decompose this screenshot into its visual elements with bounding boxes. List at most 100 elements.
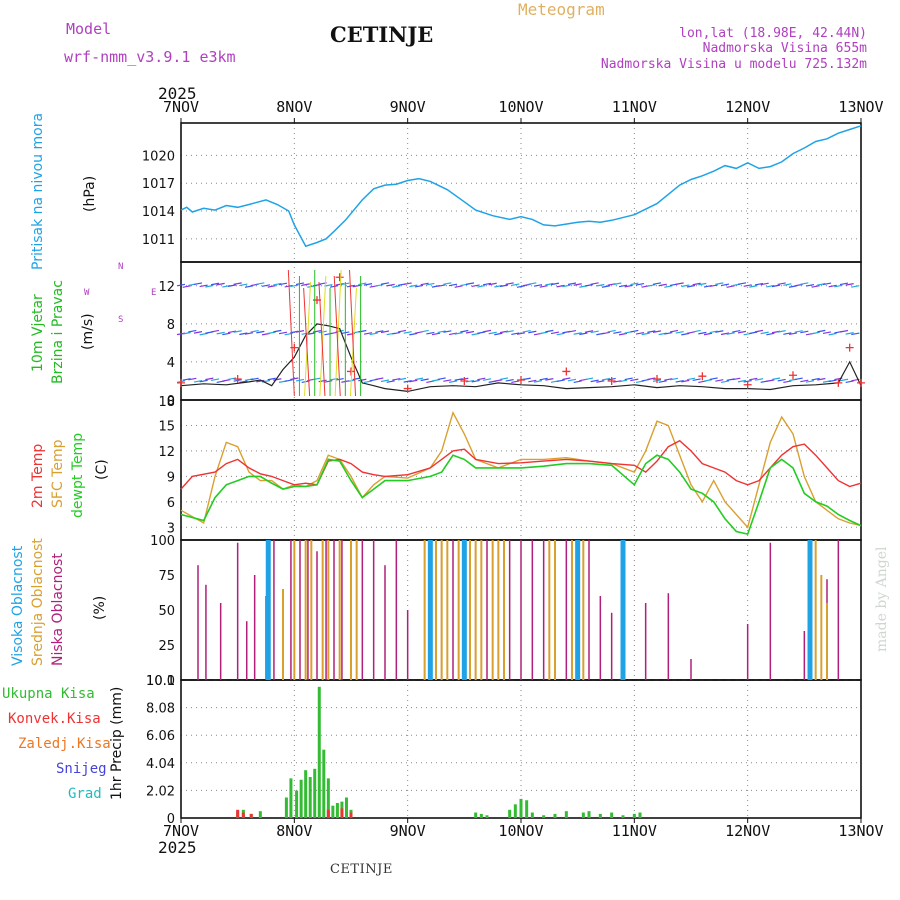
wind-arrow bbox=[471, 379, 480, 383]
wind-arrow bbox=[375, 330, 384, 333]
wind-arrow bbox=[618, 332, 628, 336]
wind-gust-marker bbox=[857, 378, 865, 387]
wind-arrow bbox=[811, 377, 820, 381]
wind-arrow bbox=[318, 281, 326, 397]
wind-arrow bbox=[437, 330, 446, 334]
precip-bar bbox=[249, 813, 253, 818]
wind-arrow bbox=[675, 282, 684, 285]
precip-bar bbox=[326, 778, 330, 818]
day-label-top: 7NOV bbox=[163, 98, 199, 116]
day-label-bottom: 12NOV bbox=[725, 822, 770, 840]
wind-gust-marker bbox=[460, 376, 469, 385]
wind-arrow bbox=[511, 380, 520, 384]
compass-w: W bbox=[84, 288, 90, 298]
model-name: wrf-nmm_v3.9.1 e3km bbox=[64, 48, 236, 66]
day-label-top: 9NOV bbox=[390, 98, 426, 116]
precip-bar bbox=[542, 815, 546, 818]
wind-arrow bbox=[760, 282, 769, 286]
wind-arrow bbox=[392, 331, 401, 335]
wind-arrow bbox=[539, 285, 548, 288]
wind-arrow bbox=[590, 330, 599, 334]
day-label-bottom: 8NOV bbox=[276, 822, 312, 840]
wind-arrow bbox=[380, 330, 390, 334]
wind-arrow bbox=[222, 332, 231, 336]
year-top: 2025 bbox=[158, 84, 197, 103]
wind-arrow bbox=[227, 284, 237, 287]
wind-arrow bbox=[426, 331, 435, 335]
pressure-line bbox=[180, 125, 862, 248]
y-tick-label: 1014 bbox=[142, 205, 175, 220]
precip-bar bbox=[564, 811, 568, 818]
wind-gust-marker bbox=[607, 376, 616, 385]
wind-arrow bbox=[783, 332, 792, 335]
wind-arrow bbox=[188, 377, 197, 381]
wind-arrow bbox=[414, 377, 424, 381]
wind-arrow bbox=[273, 329, 282, 333]
wind-arrow bbox=[290, 284, 299, 288]
wind-arrow bbox=[443, 330, 452, 333]
precip-bar bbox=[587, 811, 591, 818]
wind-gust-marker bbox=[698, 372, 707, 381]
y-tick-label: 9 bbox=[167, 470, 175, 485]
wind-arrow bbox=[304, 281, 312, 397]
y-tick-label: 8.08 bbox=[146, 702, 175, 717]
wind-arrow bbox=[227, 330, 237, 334]
wind-arrow bbox=[805, 284, 815, 287]
day-label-top: 8NOV bbox=[276, 98, 312, 116]
wind-arrow bbox=[630, 329, 639, 333]
wind-arrow bbox=[386, 380, 395, 383]
t2m-line bbox=[180, 439, 862, 490]
station-title: CETINJE bbox=[330, 22, 434, 47]
wind-arrow bbox=[278, 282, 288, 286]
wind-arrow bbox=[392, 377, 401, 381]
wind-arrow bbox=[273, 282, 282, 286]
wind-arrow bbox=[766, 332, 775, 336]
wind-arrow bbox=[358, 329, 367, 333]
wind-arrow bbox=[737, 282, 747, 285]
wind-arrow bbox=[256, 379, 265, 383]
y-tick-label: 50 bbox=[158, 604, 175, 619]
wind-arrow bbox=[210, 282, 220, 286]
wind-arrow bbox=[573, 332, 582, 335]
wind-arrow bbox=[647, 377, 656, 381]
y-tick-label: 10.1 bbox=[146, 674, 175, 689]
wind-arrow bbox=[601, 285, 611, 288]
precip-bar bbox=[349, 812, 353, 818]
wind-arrow bbox=[454, 285, 463, 288]
wind-arrow bbox=[193, 379, 203, 383]
wind-arrow bbox=[828, 379, 837, 383]
wind-arrow bbox=[715, 379, 724, 382]
precip-bar bbox=[236, 809, 240, 818]
wind-arrow bbox=[630, 378, 639, 382]
wind-arrow bbox=[454, 332, 463, 335]
wind-arrow bbox=[295, 378, 305, 382]
wind-arrow bbox=[788, 332, 798, 335]
precip-bar bbox=[284, 797, 288, 818]
wind-arrow bbox=[732, 377, 741, 381]
y-tick-label: 1011 bbox=[142, 233, 175, 248]
y-tick-label: 1017 bbox=[142, 177, 175, 192]
wind-arrow bbox=[658, 380, 667, 383]
wind-arrow bbox=[301, 283, 310, 286]
wind-arrow bbox=[545, 282, 554, 286]
wind-arrow bbox=[703, 379, 713, 382]
wind-arrow bbox=[664, 331, 673, 335]
wind-arrow bbox=[250, 377, 259, 381]
wind-arrow bbox=[375, 377, 384, 381]
wind-arrow bbox=[749, 285, 758, 288]
precip-bar bbox=[485, 815, 489, 818]
wind-arrow bbox=[448, 380, 458, 383]
wind-arrow bbox=[567, 282, 577, 286]
wind-arrow bbox=[545, 329, 554, 333]
wind-arrow bbox=[290, 377, 299, 381]
wind-arrow bbox=[349, 269, 357, 397]
wind-arrow bbox=[584, 283, 594, 287]
legend-precip-snow: Snijeg bbox=[56, 761, 107, 777]
wind-arrow bbox=[692, 282, 701, 286]
wind-arrow bbox=[352, 284, 361, 288]
wind-arrow bbox=[443, 379, 452, 382]
wind-arrow bbox=[641, 332, 650, 336]
wind-arrow bbox=[176, 283, 186, 287]
wind-arrow bbox=[550, 331, 560, 335]
precip-bar bbox=[322, 749, 326, 818]
